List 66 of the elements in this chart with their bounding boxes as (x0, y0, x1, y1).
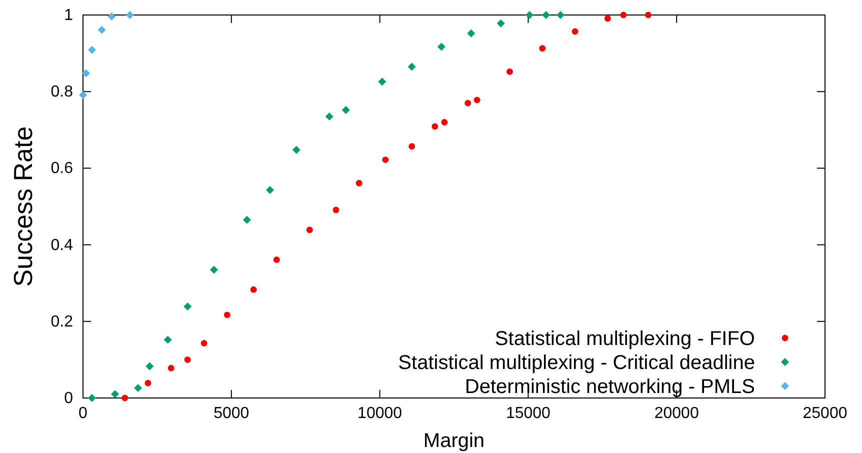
point (200, 340, 208, 346)
point (382, 156, 389, 163)
point (210, 266, 218, 274)
point (273, 256, 280, 263)
point (464, 100, 472, 106)
point (620, 12, 627, 18)
point (168, 364, 174, 372)
point (342, 106, 350, 114)
point (441, 119, 448, 126)
point (126, 11, 134, 19)
x-tick-label: 20000 (654, 405, 699, 422)
point (98, 26, 106, 34)
y-axis-title: Success Rate (8, 126, 38, 287)
point (88, 46, 96, 54)
point (356, 180, 362, 186)
point (467, 29, 476, 38)
legend-label: Deterministic networking - PMLS (464, 376, 755, 398)
point (88, 394, 96, 402)
point (539, 45, 546, 52)
point (79, 91, 87, 100)
y-tick-label: 0.2 (50, 313, 74, 330)
point (122, 394, 128, 402)
point (526, 11, 534, 19)
x-tick-label: 25000 (802, 405, 848, 422)
point (184, 302, 192, 310)
legend-label: Statistical multiplexing - Critical deadline (398, 352, 755, 374)
point (332, 206, 340, 214)
point (224, 312, 230, 318)
y-tick-label: 0 (64, 390, 74, 407)
point (242, 216, 251, 224)
x-tick-label: 0 (78, 405, 88, 422)
y-tick-label: 0.8 (50, 84, 74, 101)
y-tick-label: 0.6 (50, 160, 74, 178)
y-tick-label: 0.4 (50, 236, 74, 254)
point (542, 11, 550, 19)
x-tick-label: 5000 (214, 405, 250, 422)
point (644, 12, 652, 18)
point (408, 143, 415, 150)
point (250, 286, 257, 293)
point (408, 62, 416, 71)
point (604, 15, 611, 22)
point (437, 42, 446, 51)
point (474, 96, 480, 104)
point (266, 186, 274, 194)
point (82, 69, 90, 78)
y-tick-label: 1 (64, 7, 74, 24)
point (144, 380, 152, 386)
point (110, 390, 119, 398)
x-axis-title: Margin (423, 430, 485, 452)
point (292, 146, 300, 154)
point (184, 356, 191, 363)
point (146, 362, 154, 370)
point (325, 112, 334, 120)
point (572, 28, 578, 35)
point (432, 123, 438, 130)
x-tick-label: 10000 (358, 405, 402, 422)
point (506, 68, 513, 75)
point (496, 19, 505, 28)
point (306, 226, 313, 234)
point (556, 11, 564, 19)
x-tick-label: 15000 (506, 405, 551, 422)
point (134, 384, 142, 392)
point (164, 336, 172, 344)
legend-label: Statistical multiplexing - FIFO (494, 328, 755, 350)
point (108, 12, 116, 21)
point (378, 78, 386, 86)
